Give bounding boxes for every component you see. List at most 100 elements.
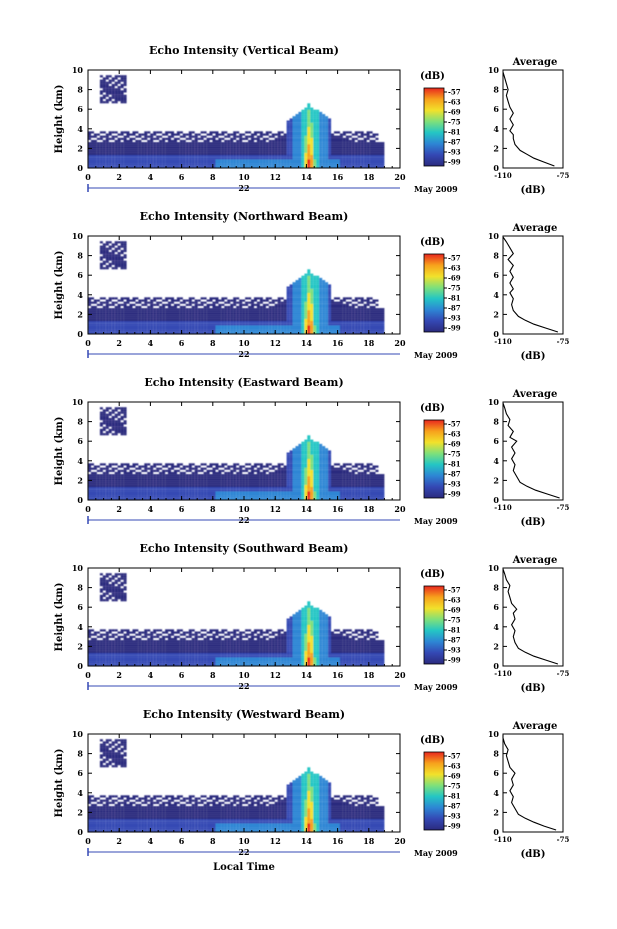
echo-cell — [259, 161, 263, 164]
echo-cell — [251, 312, 254, 315]
echo-cell — [248, 314, 252, 317]
echo-cell — [375, 308, 379, 311]
echo-cell — [348, 310, 352, 313]
echo-cell — [242, 150, 246, 153]
echo-cell — [117, 413, 121, 416]
echo-cell — [322, 114, 326, 117]
echo-cell — [168, 165, 171, 168]
echo-cell — [188, 312, 192, 315]
echo-cell — [120, 163, 124, 166]
echo-cell — [245, 482, 249, 485]
echo-cell — [292, 148, 296, 151]
echo-cell — [292, 129, 296, 132]
echo-cell — [135, 157, 139, 160]
echo-cell — [156, 316, 160, 319]
echo-cell — [230, 133, 234, 136]
echo-cell — [337, 303, 340, 306]
echo-cell — [102, 310, 106, 313]
x-tick-label: 2 — [116, 172, 122, 182]
echo-cell — [254, 316, 257, 319]
echo-cell — [153, 495, 157, 498]
echo-cell — [298, 305, 302, 309]
echo-cell — [179, 139, 183, 143]
echo-cell — [135, 163, 139, 166]
echo-cell — [203, 152, 207, 156]
echo-cell — [191, 314, 195, 317]
echo-cell — [200, 308, 204, 311]
echo-cell — [304, 273, 308, 276]
echo-cell — [105, 152, 109, 156]
echo-cell — [129, 305, 133, 309]
echo-cell — [102, 491, 106, 494]
echo-cell — [171, 329, 174, 332]
echo-cell — [239, 316, 243, 319]
echo-cell — [197, 478, 201, 481]
echo-cell — [292, 331, 296, 334]
echo-cell — [171, 159, 174, 162]
echo-cell — [292, 493, 296, 496]
echo-cell — [102, 413, 106, 416]
echo-cell — [138, 314, 142, 317]
echo-cell — [254, 157, 257, 160]
echo-cell — [111, 415, 115, 419]
echo-cell — [357, 310, 361, 313]
echo-cell — [209, 137, 213, 140]
echo-cell — [354, 297, 358, 300]
echo-cell — [233, 476, 237, 479]
echo-cell — [262, 137, 266, 140]
echo-cell — [156, 152, 160, 156]
echo-cell — [215, 487, 219, 490]
echo-cell — [325, 282, 329, 285]
echo-cell — [259, 131, 263, 134]
echo-cell — [325, 321, 329, 324]
echo-cell — [242, 152, 246, 156]
echo-cell — [337, 155, 340, 158]
echo-cell — [322, 323, 326, 326]
echo-cell — [328, 286, 332, 289]
echo-cell — [108, 256, 112, 259]
echo-cell — [295, 122, 299, 125]
echo-cell — [168, 491, 171, 494]
echo-cell — [212, 493, 216, 496]
echo-cell — [360, 146, 364, 149]
echo-cell — [153, 489, 157, 492]
echo-cell — [268, 150, 272, 153]
echo-cell — [307, 127, 311, 130]
echo-cell — [316, 135, 320, 138]
echo-cell — [292, 150, 296, 153]
echo-cell — [197, 310, 201, 313]
echo-cell — [105, 148, 109, 151]
echo-cell — [271, 305, 275, 309]
echo-cell — [271, 144, 275, 147]
echo-cell — [176, 493, 180, 496]
echo-cell — [325, 305, 329, 309]
echo-cell — [135, 327, 139, 330]
echo-cell — [99, 247, 103, 250]
echo-cell — [289, 137, 293, 140]
echo-cell — [111, 318, 115, 322]
echo-cell — [242, 491, 246, 494]
echo-cell — [171, 139, 174, 143]
echo-cell — [319, 288, 323, 291]
echo-cell — [331, 150, 334, 153]
echo-cell — [351, 155, 355, 158]
echo-cell — [233, 131, 237, 134]
echo-cell — [209, 497, 213, 500]
echo-cell — [120, 489, 124, 492]
echo-cell — [141, 478, 145, 481]
echo-cell — [227, 314, 231, 317]
echo-cell — [111, 94, 115, 97]
echo-cell — [224, 489, 228, 492]
echo-cell — [292, 489, 296, 492]
echo-cell — [126, 155, 130, 158]
echo-cell — [304, 305, 308, 309]
echo-cell — [254, 163, 257, 166]
echo-cell — [206, 316, 210, 319]
echo-cell — [348, 327, 352, 330]
echo-cell — [88, 150, 91, 153]
echo-cell — [256, 165, 260, 168]
echo-cell — [286, 297, 290, 300]
echo-cell — [319, 137, 323, 140]
echo-cell — [111, 77, 115, 80]
echo-cell — [117, 256, 121, 259]
